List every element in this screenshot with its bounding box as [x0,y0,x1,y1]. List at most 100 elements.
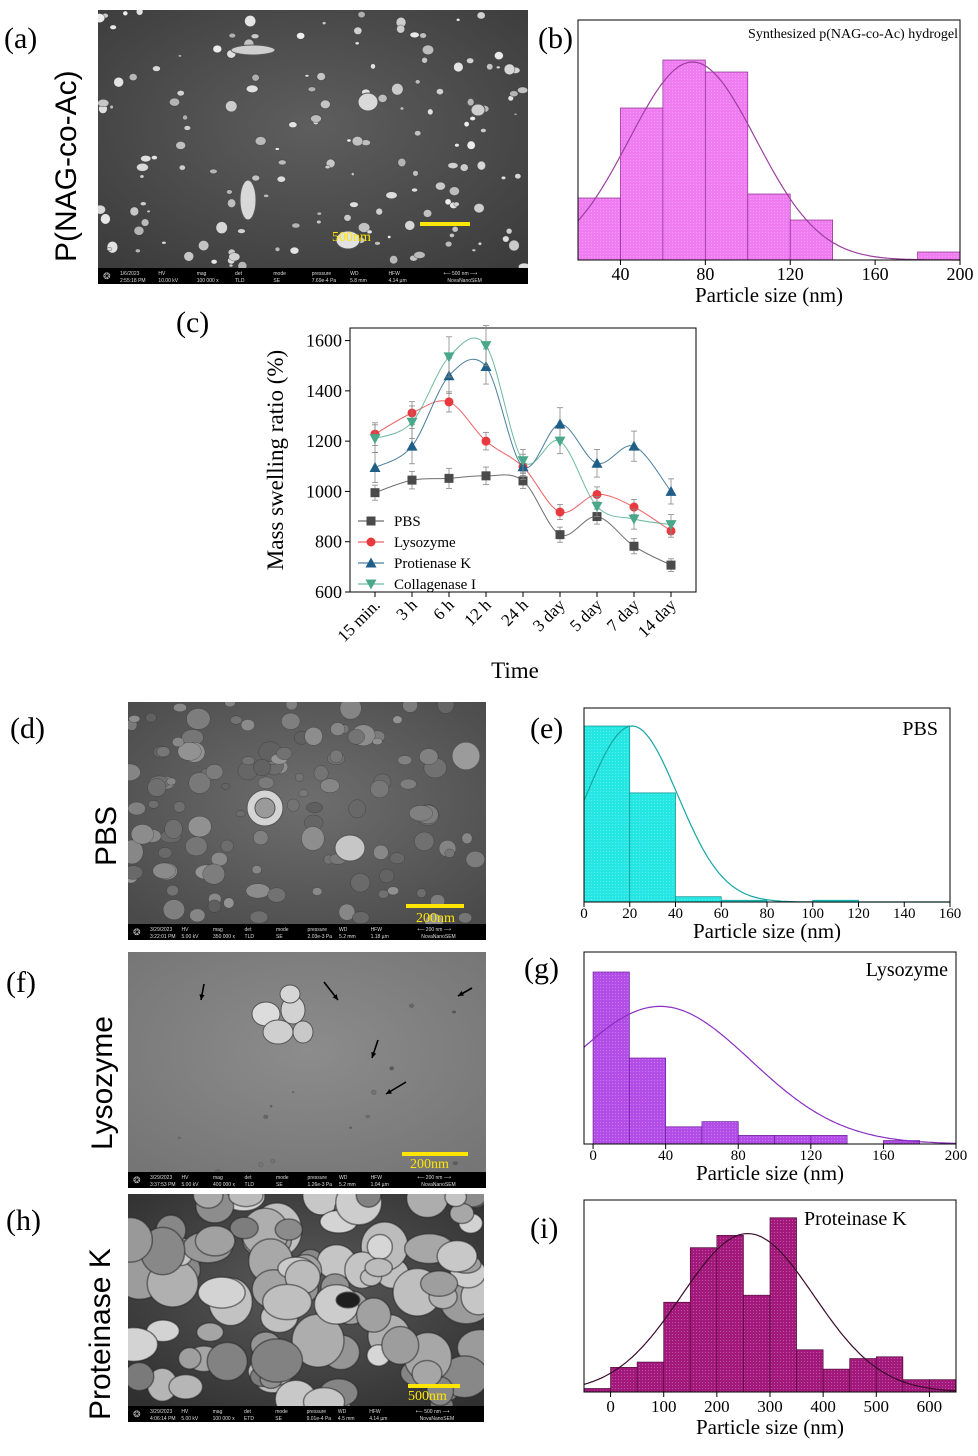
sem-info-instrument: NovaNanoSEM [420,1416,454,1422]
histogram-bar [663,1301,691,1393]
sem-particle [241,756,255,766]
sem-particle [502,235,510,243]
panel-letter-g: (g) [524,952,559,985]
x-tick-label: 40 [611,264,629,284]
histogram-bar [743,1294,771,1393]
sem-particle [276,175,286,183]
sem-feature [335,1291,361,1309]
sem-feature [279,984,301,1004]
x-tick-label: 120 [800,1148,823,1164]
sem-particle [161,241,167,245]
sem-particle [321,21,327,25]
histogram-g: 0 40 80 120 160 200 Particle size (nm) Lysozyme [560,950,970,1192]
sem-info-header: 3/29/2023 [150,1409,172,1415]
sem-particle [505,228,513,235]
histogram-bar [789,219,834,261]
sem-particle [421,56,428,64]
sem-particle [301,826,325,851]
y-axis-label: Mass swelling ratio (%) [263,350,288,570]
sem-particle [250,1338,304,1383]
sem-particle [129,206,139,217]
panel-letter-d: (d) [10,712,45,745]
sem-particle [452,1161,458,1165]
sem-particle [364,1257,394,1278]
sem-info-header: pressure [312,271,332,277]
sem-particle [270,1158,276,1164]
series-marker [366,537,376,547]
series-marker [591,502,603,513]
sem-particle [128,715,141,723]
sem-feature [262,1019,294,1045]
sem-particle [370,779,390,799]
row-label-a: P(NAG-co-Ac) [50,70,83,262]
series-marker [369,462,381,473]
series-marker [365,579,377,590]
x-tick-label: 500 [864,1397,890,1416]
sem-particle [263,1114,269,1119]
sem-info-header: WD [338,1409,347,1415]
sem-particle [128,763,141,782]
sem-particle [508,239,520,252]
series-marker [366,516,376,526]
sem-feature [292,1020,314,1044]
sem-particle [240,719,255,732]
sem-particle [350,873,371,893]
sem-particle [411,1359,443,1388]
sem-particle [188,772,211,794]
sem-particle [187,815,212,838]
sem-info-value: 4.5 mm [338,1416,355,1422]
series-marker [554,418,566,429]
sem-particle [501,175,507,180]
sem-logo-icon: ❂ [133,1409,141,1419]
sem-info-value: SE [273,278,280,284]
sem-particle [139,174,145,179]
arrow-head [386,1088,392,1094]
sem-particle [355,1297,392,1333]
sem-particle [385,191,398,200]
sem-info-header: HV [181,1409,189,1415]
sem-feature [470,103,486,117]
sem-particle [195,1322,225,1343]
panel-letter-i: (i) [530,1212,559,1245]
sem-info-header: HFW [371,1175,383,1181]
sem-particle [409,1003,415,1008]
x-tick-label: 300 [757,1397,783,1416]
sem-info-value: 9.01e-4 Pa [307,1416,332,1422]
sem-particle [130,824,154,845]
sem-particle [387,886,399,896]
sem-info-value: 7.69e-4 Pa [312,278,337,284]
sem-particle [251,865,262,875]
sem-particle [227,198,237,208]
histogram-bar [917,251,961,261]
sem-particle [402,702,418,713]
sem-particle [292,1091,295,1094]
series-marker [665,520,677,531]
sem-background [128,952,486,1172]
sem-particle [249,910,269,924]
arrow-head [458,991,464,996]
x-tick-label: 20 [622,906,637,922]
sem-particle [135,10,144,16]
series-marker [518,476,528,486]
plot-frame [577,19,961,261]
series-marker [480,341,492,352]
sem-particle [166,777,177,786]
sem-particle [294,772,305,782]
sem-particle [176,90,185,97]
sem-info-header: HV [182,927,190,933]
sem-info-scale: ⟵ 500 nm ⟶ [443,271,477,277]
x-tick-label: 5 day [566,595,606,635]
sem-particle [351,136,364,147]
x-tick-label: 0 [589,1148,597,1164]
x-tick-label: 120 [847,906,870,922]
sem-particle [495,65,501,69]
sem-particle [373,844,389,860]
sem-info-header: det [235,271,243,277]
legend-label: Protienase K [394,556,471,572]
sem-particle [267,887,287,903]
sem-image-h: 500nm ❂ 3/29/2023 4:06:14 PM HV 5.00 kV mag 100… [128,1194,484,1422]
sem-particle [466,98,475,107]
sem-particle [349,201,359,208]
arrow-head [371,1052,377,1058]
x-axis-label: Particle size (nm) [695,283,843,307]
